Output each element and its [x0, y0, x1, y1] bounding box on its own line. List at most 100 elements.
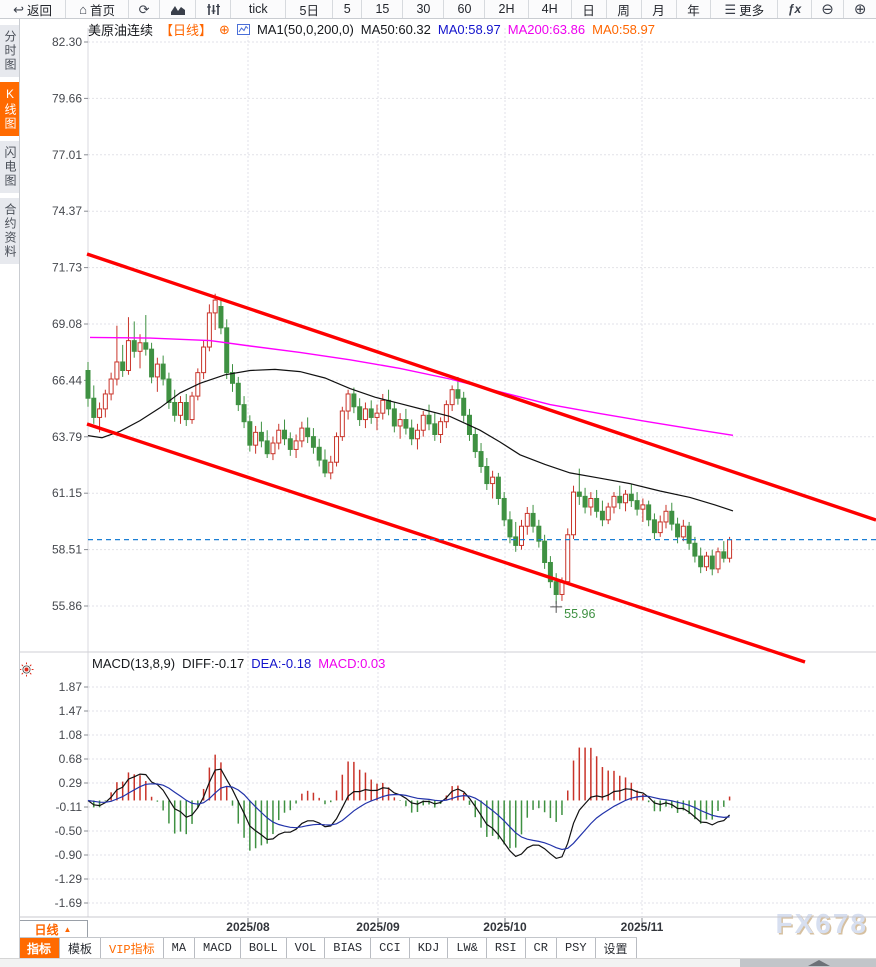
y-axis-macd-label: -0.11: [56, 800, 83, 814]
indicator-alert-icon[interactable]: [19, 662, 34, 682]
y-axis-main-label: 79.66: [52, 91, 82, 105]
symbol-title: 美原油连续: [88, 23, 154, 38]
indicator-fx-button[interactable]: ƒx: [778, 0, 812, 18]
home-button[interactable]: ⌂ 首页: [66, 0, 130, 18]
interval-60m-button-label: 60: [457, 2, 472, 16]
svg-text:55.96: 55.96: [564, 607, 595, 621]
scrollbar-thumb[interactable]: [740, 959, 876, 967]
ma0-blue-value: MA0:58.97: [437, 22, 501, 37]
y-axis-main-label: 74.37: [52, 204, 82, 218]
y-axis-main-label: 77.01: [52, 148, 82, 162]
tab-RSI[interactable]: RSI: [486, 938, 526, 958]
macd-dea-line: [87, 783, 730, 851]
zoom-in-icon: ⊕: [853, 0, 867, 18]
indicator-tabs: 指标 模板 VIP指标 MA MACD BOLL VOL BIAS CCI KDJ LW& RSI CR…: [18, 937, 637, 959]
grid: [20, 28, 876, 918]
macd-diff-value: DIFF:-0.17: [182, 656, 245, 671]
y-axis-main-label: 82.30: [52, 35, 82, 49]
trend-channel[interactable]: [86, 252, 876, 664]
y-axis-main-label: 55.86: [52, 599, 82, 613]
y-axis-main-label: 71.73: [52, 261, 82, 275]
interval-tick-button-label: tick: [248, 2, 268, 16]
interval-tick-button[interactable]: tick: [231, 0, 287, 18]
y-axis-main-label: 66.44: [52, 373, 82, 387]
interval-year-button[interactable]: 年: [677, 0, 712, 18]
zoom-in-button[interactable]: ⊕: [844, 0, 876, 18]
chart-canvas[interactable]: [88, 28, 876, 917]
home-button-label: 首页: [89, 3, 115, 18]
tab-MA[interactable]: MA: [163, 938, 196, 958]
chevron-up-icon: ▲: [63, 924, 72, 934]
interval-5m-button[interactable]: 5: [333, 0, 363, 18]
interval-30m-button[interactable]: 30: [403, 0, 445, 18]
y-axis-macd-label: -0.50: [55, 824, 83, 838]
area-chart-button[interactable]: [160, 0, 197, 18]
tab-BIAS[interactable]: BIAS: [325, 938, 372, 958]
ma0-orange-value: MA0:58.97: [592, 22, 655, 37]
tab-设置[interactable]: 设置: [595, 938, 637, 958]
mini-chart-icon[interactable]: [236, 24, 250, 35]
sidebar-item-合约资料[interactable]: 合约资料: [0, 198, 19, 264]
sidebar-item-分时图[interactable]: 分时图: [0, 25, 19, 77]
y-axis-macd-label: -1.29: [55, 872, 83, 886]
tab-BOLL[interactable]: BOLL: [240, 938, 287, 958]
interval-5d-button[interactable]: 5日: [286, 0, 334, 18]
interval-4h-button[interactable]: 4H: [529, 0, 572, 18]
tab-KDJ[interactable]: KDJ: [409, 938, 449, 958]
interval-month-button[interactable]: 月: [642, 0, 677, 18]
tab-MACD[interactable]: MACD: [195, 938, 241, 958]
x-axis-labels: 2025/08 2025/09 2025/10 2025/11: [226, 918, 664, 934]
x-axis-label: 2025/08: [226, 920, 270, 934]
add-indicator-icon[interactable]: ⊕: [219, 21, 230, 37]
y-axis-macd-label: 0.68: [59, 752, 83, 766]
sidebar-item-闪电图[interactable]: 闪电图: [0, 141, 19, 193]
zoom-out-button[interactable]: ⊖: [812, 0, 845, 18]
bottom-scrollbar[interactable]: [0, 958, 876, 967]
interval-60m-button[interactable]: 60: [444, 0, 486, 18]
y-axis-main: 82.30 79.66 77.01 74.37 71.73 69.08 66.44 63.79…: [52, 35, 88, 613]
menu-icon: ☰: [724, 1, 737, 17]
watermark: FX678: [775, 908, 868, 939]
tab-CCI[interactable]: CCI: [371, 938, 410, 958]
tab-模板[interactable]: 模板: [60, 938, 102, 958]
interval-day-button[interactable]: 日: [572, 0, 607, 18]
interval-week-button[interactable]: 周: [607, 0, 642, 18]
period-selector-label: 日线: [34, 922, 59, 937]
more-button[interactable]: ☰ 更多: [711, 0, 779, 18]
zoom-out-icon: ⊖: [821, 0, 834, 18]
macd-diff-line: [87, 768, 731, 860]
candlestick-chart-icon: [206, 3, 221, 16]
main-chart-legend: 美原油连续 【日线】 ⊕ MA1(50,0,200,0) MA50:60.32 …: [88, 20, 655, 39]
y-axis-main-label: 63.79: [52, 430, 82, 444]
period-selector[interactable]: 日线 ▲: [18, 920, 88, 938]
interval-4h-button-label: 4H: [541, 2, 558, 16]
tab-CR[interactable]: CR: [525, 938, 557, 958]
ma200-value: MA200:63.86: [507, 22, 586, 37]
ma-settings-label: MA1(50,0,200,0): [256, 22, 354, 37]
tab-LW&[interactable]: LW&: [448, 938, 487, 958]
interval-2h-button-label: 2H: [498, 2, 515, 16]
interval-week-button-label: 周: [617, 3, 630, 18]
interval-2h-button[interactable]: 2H: [485, 0, 529, 18]
refresh-button[interactable]: ⟳: [129, 0, 161, 18]
macd-dea-value: DEA:-0.18: [251, 656, 312, 671]
tab-VIP指标[interactable]: VIP指标: [101, 938, 164, 958]
tab-PSY[interactable]: PSY: [556, 938, 596, 958]
y-axis-macd-label: 1.87: [59, 680, 83, 694]
y-axis-macd-label: 1.08: [59, 728, 83, 742]
scroll-up-arrow-icon[interactable]: [808, 960, 830, 966]
sidebar-item-K线图[interactable]: K线图: [0, 82, 19, 136]
y-axis-macd-label: 0.29: [59, 776, 83, 790]
tab-VOL[interactable]: VOL: [286, 938, 326, 958]
more-button-label: 更多: [739, 3, 765, 18]
back-button-label: 返回: [26, 3, 52, 18]
y-axis-macd-label: -0.90: [55, 848, 83, 862]
interval-year-button-label: 年: [687, 3, 700, 18]
interval-15m-button[interactable]: 15: [362, 0, 404, 18]
macd-formula: MACD(13,8,9): [92, 656, 176, 671]
back-button[interactable]: ↩ 返回: [0, 0, 67, 18]
tab-指标[interactable]: 指标: [18, 938, 61, 958]
top-toolbar: ↩ 返回 ⌂ 首页 ⟳ tick 5日 5 15 30 60 2H 4H 日周月年 ☰ 更多 ƒx ⊖ ⊕: [0, 0, 876, 19]
y-axis-macd-label: 1.47: [59, 704, 83, 718]
candle-chart-button[interactable]: [196, 0, 232, 18]
